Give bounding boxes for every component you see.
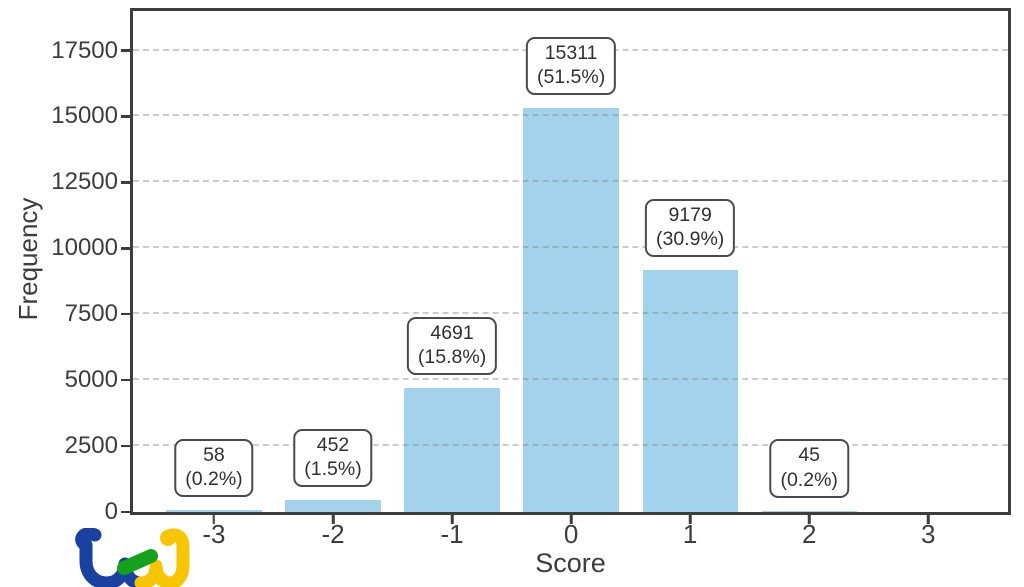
x-tick-label--1: -1 xyxy=(440,519,464,549)
bar-annotation-score--2: 452 (1.5%) xyxy=(293,428,373,488)
bar-annotation-score-0: 15311 (51.5%) xyxy=(525,36,617,96)
bar-score--2 xyxy=(285,500,381,512)
bar-annotation-score-2: 45 (0.2%) xyxy=(769,439,849,498)
x-tick-mark-0 xyxy=(569,515,573,524)
annotation-count: 9179 xyxy=(668,203,712,226)
gridline-y-7500 xyxy=(133,312,1008,315)
x-tick-mark-2 xyxy=(807,515,811,524)
bar-annotation-score-1: 9179 (30.9%) xyxy=(645,198,736,257)
x-tick-mark-3 xyxy=(926,515,930,524)
annotation-percent: (0.2%) xyxy=(780,468,838,491)
x-axis-title: Score xyxy=(535,548,606,578)
tej-logo-yellow-dot xyxy=(160,530,176,546)
plot-area: 58 (0.2%) 452 (1.5%) 4691 (15.8%) 15311 (51.5%)… xyxy=(130,8,1011,515)
gridline-y-2500 xyxy=(133,444,1008,447)
tej-logo-yellow-letter xyxy=(134,528,190,587)
annotation-percent: (1.5%) xyxy=(304,457,362,480)
annotation-count: 4691 xyxy=(430,321,474,344)
y-tick-label-2500: 2500 xyxy=(64,432,118,460)
tej-logo-green-accent xyxy=(117,549,158,575)
x-tick-label--3: -3 xyxy=(202,519,226,549)
y-tick-label-7500: 7500 xyxy=(64,300,118,328)
x-tick-label-1: 1 xyxy=(682,519,698,549)
x-tick-mark--3 xyxy=(212,515,216,524)
bar-score--1 xyxy=(404,388,500,512)
y-tick-mark-5000 xyxy=(121,378,130,382)
annotation-percent: (30.9%) xyxy=(656,227,725,250)
annotation-count: 58 xyxy=(203,444,225,467)
y-tick-mark-15000 xyxy=(121,115,130,118)
x-tick-mark-1 xyxy=(688,515,692,524)
y-tick-label-5000: 5000 xyxy=(64,366,118,394)
x-tick-label-3: 3 xyxy=(921,519,936,549)
x-tick-label-2: 2 xyxy=(801,519,817,549)
annotation-percent: (0.2%) xyxy=(185,468,243,491)
y-tick-mark-17500 xyxy=(121,49,130,52)
y-tick-label-12500: 12500 xyxy=(51,168,118,196)
y-tick-label-10000: 10000 xyxy=(51,234,118,262)
annotation-percent: (15.8%) xyxy=(417,346,487,369)
annotation-count: 45 xyxy=(798,444,821,467)
bar-score-0 xyxy=(523,108,619,512)
x-tick-label-0: 0 xyxy=(563,519,579,549)
bar-annotation-score--1: 4691 (15.8%) xyxy=(406,316,498,376)
y-tick-mark-7500 xyxy=(121,312,130,316)
tej-logo xyxy=(75,528,190,587)
y-tick-mark-10000 xyxy=(121,247,130,250)
gridline-y-10000 xyxy=(133,246,1008,249)
annotation-count: 15311 xyxy=(544,41,598,64)
bar-score--3 xyxy=(166,510,262,512)
y-tick-label-0: 0 xyxy=(104,498,118,525)
bar-score-2 xyxy=(761,510,857,512)
x-tick-mark--1 xyxy=(450,515,454,524)
y-tick-label-15000: 15000 xyxy=(51,102,118,130)
annotation-count: 452 xyxy=(316,433,350,456)
x-tick-mark--2 xyxy=(331,515,335,524)
y-tick-mark-12500 xyxy=(121,181,130,184)
y-tick-mark-2500 xyxy=(121,444,130,448)
bar-score-1 xyxy=(642,269,738,512)
y-tick-mark-0 xyxy=(121,510,130,514)
x-tick-label--2: -2 xyxy=(321,519,345,549)
annotation-percent: (51.5%) xyxy=(536,66,606,89)
gridline-y-15000 xyxy=(133,114,1008,117)
gridline-y-5000 xyxy=(133,378,1008,381)
y-tick-label-17500: 17500 xyxy=(51,36,118,64)
bar-annotation-score--3: 58 (0.2%) xyxy=(174,439,254,498)
gridline-y-12500 xyxy=(133,180,1008,183)
